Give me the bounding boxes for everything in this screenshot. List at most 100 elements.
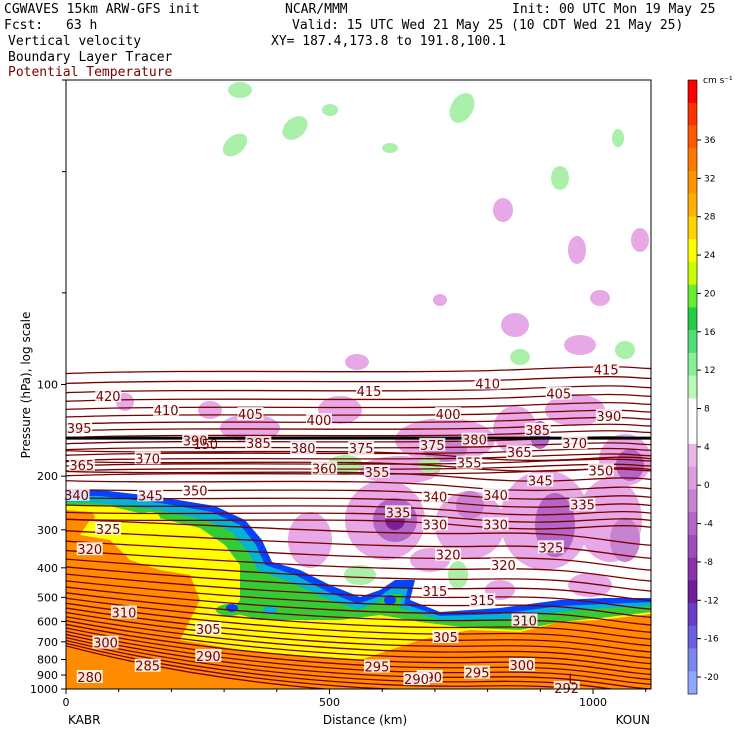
colorbar-tick-label: -12: [704, 596, 719, 606]
colorbar-tick-label: -8: [704, 558, 713, 568]
theta-contour-label: 335: [570, 499, 595, 514]
theta-contour-label: 350: [589, 464, 614, 479]
theta-contour-label: 295: [465, 667, 490, 682]
y-axis-label: Pressure (hPa), log scale: [19, 312, 33, 459]
colorbar-swatch: [688, 671, 697, 695]
theta-contour-line: [66, 573, 651, 610]
theta-contour-label: 365: [507, 446, 532, 461]
theta-contour-label: 375: [349, 442, 374, 457]
theta-contour-line: [66, 549, 651, 582]
chart-annotation: L: [568, 672, 576, 687]
theta-contour-label: 305: [196, 623, 221, 638]
theta-contour-label: 355: [457, 457, 482, 472]
forecast-label: Fcst:: [4, 18, 44, 33]
theta-label-bg: [182, 433, 209, 447]
theta-contour-line: [66, 401, 651, 411]
theta-contour-label: 370: [562, 437, 587, 452]
theta-label-bg: [363, 659, 390, 673]
theta-label-bg: [245, 436, 272, 450]
theta-contour-line: [66, 416, 651, 425]
theta-contour-line: [66, 393, 651, 402]
theta-label-bg: [419, 437, 446, 451]
theta-contour-line: [66, 611, 651, 659]
colorbar-swatch: [688, 330, 697, 354]
theta-contour-line: [66, 597, 651, 640]
theta-contour-label: 400: [307, 414, 332, 429]
theta-label-bg: [305, 413, 332, 427]
theta-label-bg: [432, 629, 459, 643]
theta-label-bg: [182, 483, 209, 497]
x-tick-label: 500: [319, 696, 340, 709]
colorbar-unit: cm s⁻¹: [703, 76, 733, 86]
theta-contour-label: 340: [483, 489, 508, 504]
init-time: Init: 00 UTC Mon 19 May 25: [512, 2, 716, 17]
colorbar-tick-label: 20: [704, 289, 716, 299]
theta-label-bg: [511, 613, 538, 627]
boundary-layer-tracer-field: [66, 490, 651, 689]
colorbar-swatch: [688, 125, 697, 149]
field-vertical-velocity: Vertical velocity: [8, 34, 142, 49]
theta-contour-line: [66, 480, 651, 492]
chart-annotation: 150: [193, 438, 218, 453]
theta-contour-label: 325: [538, 541, 563, 556]
theta-contour-label: 375: [420, 439, 445, 454]
colorbar-swatch: [688, 557, 697, 581]
theta-contour-label: 285: [135, 660, 160, 675]
theta-contour-label: 310: [112, 606, 137, 621]
y-tick-label: 800: [37, 653, 58, 666]
theta-label-bg: [356, 384, 383, 398]
colorbar-frame: [687, 79, 698, 695]
colorbar-swatch: [688, 375, 697, 399]
theta-label-bg: [290, 441, 317, 455]
colorbar-swatch: [688, 261, 697, 285]
colorbar-swatch: [688, 534, 697, 558]
colorbar-tick-label: 12: [704, 366, 715, 376]
theta-label-bg: [237, 407, 264, 421]
x-tick-label: 0: [63, 696, 70, 709]
theta-contour-label: 415: [594, 364, 619, 379]
colorbar-swatch: [688, 284, 697, 308]
theta-label-bg: [595, 409, 622, 423]
theta-contour-label: 365: [69, 459, 94, 474]
colorbar-swatch: [688, 443, 697, 467]
theta-contour-label: 305: [433, 631, 458, 646]
colorbar-swatch: [688, 398, 697, 422]
theta-contour-label: 395: [67, 422, 92, 437]
theta-contour-line: [66, 645, 335, 689]
theta-label-bg: [95, 389, 122, 403]
theta-contour-line: [66, 450, 651, 462]
y-tick-label: 500: [37, 591, 58, 604]
theta-contour-label: 340: [423, 490, 448, 505]
theta-contour-line: [66, 385, 651, 394]
theta-label-bg: [76, 542, 103, 556]
theta-contour-label: 390: [183, 435, 208, 450]
colorbar-tick-label: 8: [704, 405, 710, 415]
theta-label-bg: [110, 605, 137, 619]
theta-label-bg: [461, 432, 488, 446]
colorbar-tick-label: 32: [704, 174, 715, 184]
y-tick-label: 100: [37, 379, 58, 392]
theta-contour-line: [66, 447, 651, 456]
theta-label-bg: [524, 422, 551, 436]
field-potential-temperature: Potential Temperature: [8, 65, 173, 80]
x-axis-label: Distance (km): [323, 713, 407, 727]
colorbar-swatch: [688, 170, 697, 195]
theta-label-bg: [469, 593, 496, 607]
theta-contour-label: 385: [246, 437, 271, 452]
theta-label-bg: [76, 669, 103, 683]
theta-contour-line: [66, 511, 651, 523]
theta-contour-label: 410: [475, 378, 500, 393]
left-endpoint-label: KABR: [68, 713, 100, 727]
colorbar-swatch: [688, 352, 697, 376]
theta-contour-line: [66, 366, 651, 375]
theta-contour-label: 330: [483, 518, 508, 533]
theta-contour-line: [66, 558, 651, 592]
theta-contour-line: [66, 518, 651, 546]
colorbar-swatch: [688, 625, 697, 649]
theta-contour-line: [66, 620, 651, 670]
field-boundary-layer-tracer: Boundary Layer Tracer: [8, 50, 173, 65]
theta-contour-label: 405: [546, 388, 571, 403]
theta-contour-line: [66, 423, 651, 432]
model-title: CGWAVES 15km ARW-GFS init: [4, 2, 200, 17]
theta-contour-label: 355: [365, 466, 390, 481]
